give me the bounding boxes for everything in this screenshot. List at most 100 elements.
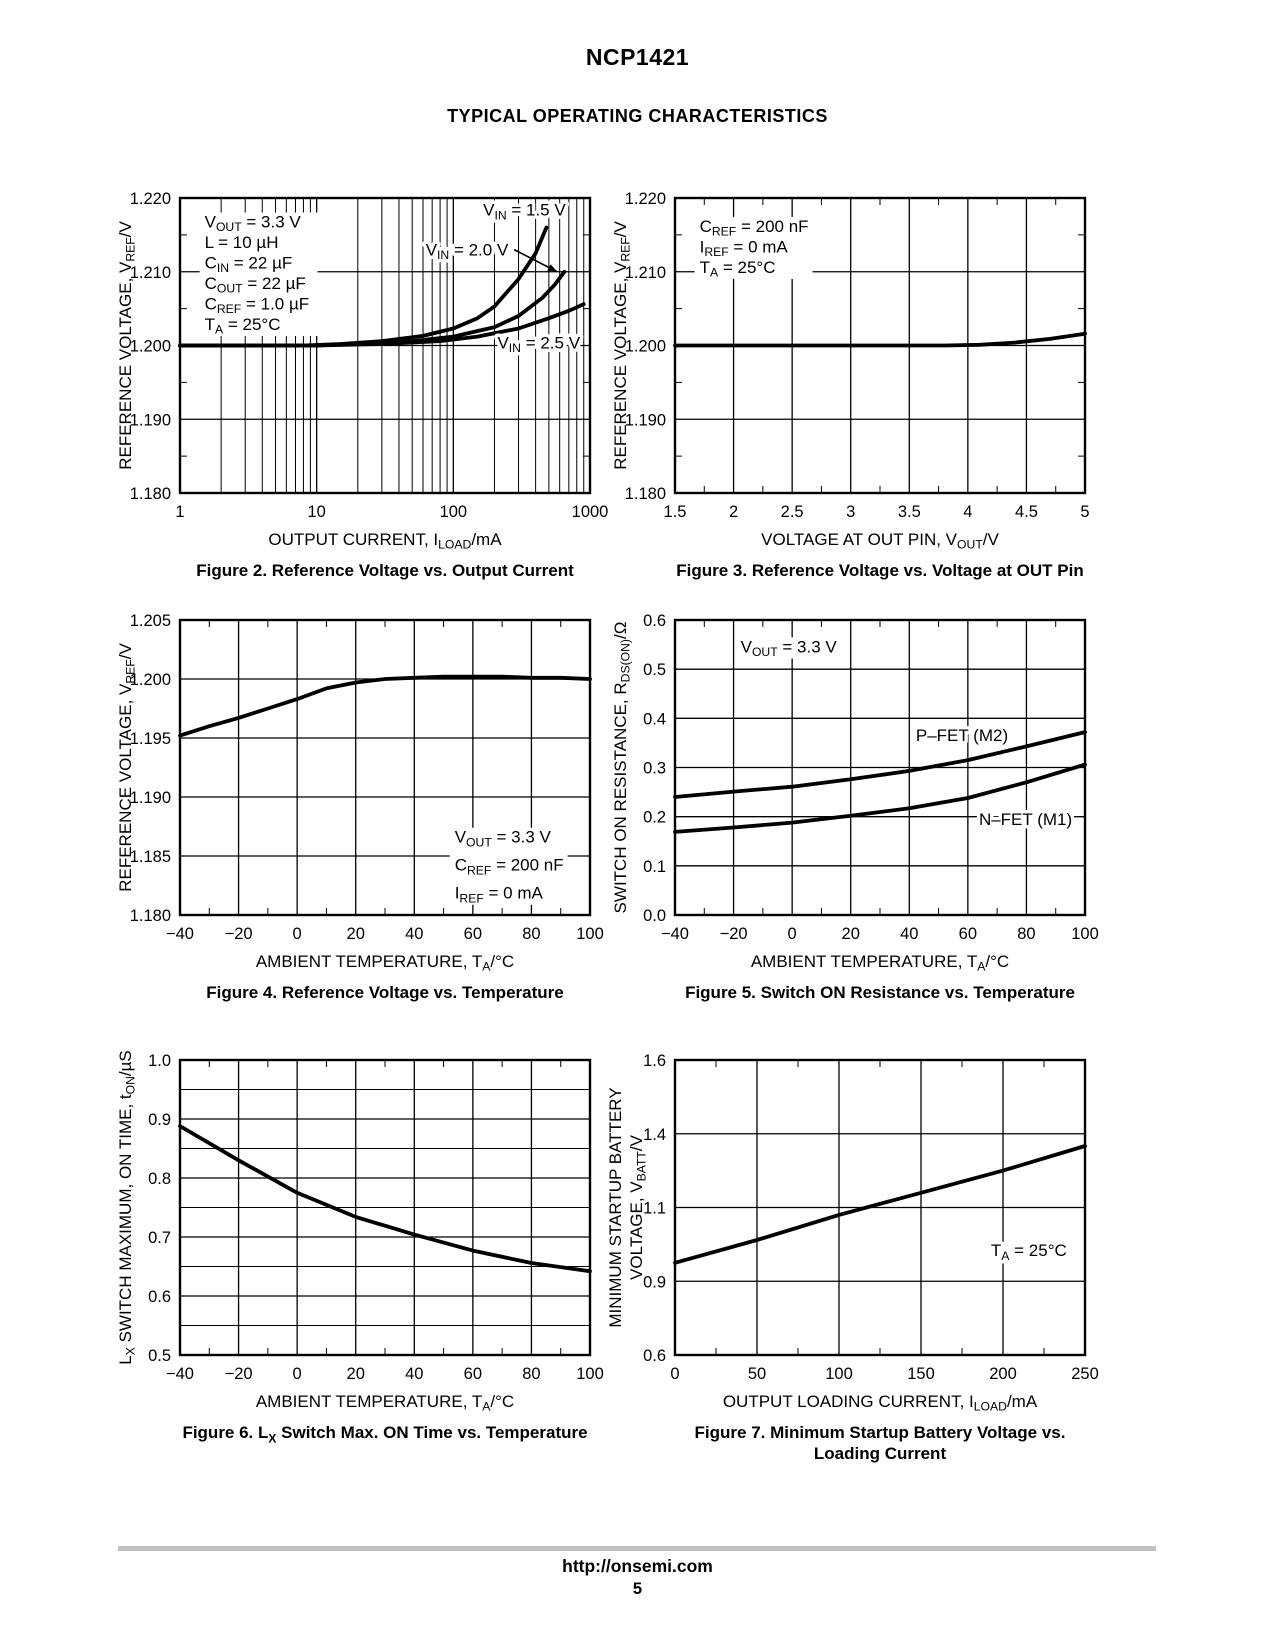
svg-text:0.6: 0.6 [643, 612, 666, 630]
svg-text:SWITCH ON RESISTANCE, RDS(ON)/: SWITCH ON RESISTANCE, RDS(ON)/Ω [611, 622, 633, 914]
svg-text:200: 200 [989, 1365, 1017, 1383]
svg-text:VIN = 1.5 V: VIN = 1.5 V [483, 201, 566, 223]
svg-text:VIN = 2.5 V: VIN = 2.5 V [497, 333, 580, 355]
doc-title: NCP1421 [585, 44, 690, 70]
svg-text:5: 5 [1080, 503, 1089, 521]
svg-text:80: 80 [522, 925, 540, 943]
svg-text:−40: −40 [166, 1365, 194, 1383]
footer-link[interactable]: http://onsemi.com [562, 1556, 713, 1576]
svg-text:0.7: 0.7 [148, 1229, 171, 1247]
svg-text:40: 40 [405, 925, 423, 943]
svg-text:VOUT = 3.3 V: VOUT = 3.3 V [205, 213, 302, 235]
svg-text:100: 100 [1071, 925, 1099, 943]
svg-text:1.200: 1.200 [625, 338, 666, 356]
svg-text:−20: −20 [225, 1365, 253, 1383]
svg-text:TA = 25°C: TA = 25°C [991, 1241, 1067, 1263]
y-axis: 1.180 1.185 1.190 1.195 1.200 1.205 REFERENCE … [116, 612, 171, 925]
plot-border [673, 1058, 1087, 1357]
y-axis: 0.0 0.1 0.2 0.3 0.4 0.5 0.6 SWITCH ON RESISTANC… [611, 612, 666, 925]
svg-text:−40: −40 [166, 925, 194, 943]
series-curves [673, 1144, 1087, 1265]
svg-text:20: 20 [842, 925, 860, 943]
svg-text:2: 2 [729, 503, 738, 521]
svg-text:1.190: 1.190 [625, 411, 666, 429]
svg-text:0.8: 0.8 [148, 1170, 171, 1188]
plot-grid [180, 1060, 590, 1355]
figure-5-caption: Figure 5. Switch ON Resistance vs. Tempe… [685, 983, 1075, 1002]
y-axis: 0.5 0.6 0.7 0.8 0.9 1.0 LX SWITCH MAXIMUM, ON … [116, 1050, 171, 1365]
figure-6-svg: −40 −20 0 20 40 60 80 100 AMBIENT TEMPERATURE, T… [116, 1050, 604, 1414]
svg-text:OUTPUT LOADING CURRENT, ILOAD/: OUTPUT LOADING CURRENT, ILOAD/mA [723, 1392, 1038, 1414]
plot-border [673, 618, 1087, 917]
svg-text:P–FET (M2): P–FET (M2) [916, 726, 1008, 745]
svg-text:0.2: 0.2 [643, 809, 666, 827]
x-axis: −40 −20 0 20 40 60 80 100 AMBIENT TEMPERATURE, T… [661, 925, 1099, 974]
svg-text:150: 150 [907, 1365, 935, 1383]
svg-text:80: 80 [1017, 925, 1035, 943]
svg-text:1.205: 1.205 [130, 612, 171, 630]
svg-text:1.4: 1.4 [643, 1126, 666, 1144]
plot-border [178, 196, 592, 495]
svg-text:0.3: 0.3 [643, 760, 666, 778]
svg-text:1.200: 1.200 [130, 671, 171, 689]
x-axis: −40 −20 0 20 40 60 80 100 AMBIENT TEMPERATURE, T… [166, 1365, 604, 1414]
svg-text:COUT = 22 µF: COUT = 22 µF [205, 274, 306, 296]
curve-labels: VIN = 1.5 V VIN = 2.0 V VIN = 2.5 V [422, 197, 584, 358]
series-p-fet-m2- [673, 730, 1087, 799]
svg-text:0: 0 [293, 925, 302, 943]
series-vbatt-min [673, 1144, 1087, 1265]
x-axis: 1 10 100 1000 OUTPUT CURRENT, ILOAD/mA [175, 503, 608, 552]
svg-text:3: 3 [846, 503, 855, 521]
plot-border [673, 196, 1087, 495]
section-title: TYPICAL OPERATING CHARACTERISTICS [447, 106, 828, 126]
svg-text:OUTPUT CURRENT, ILOAD/mA: OUTPUT CURRENT, ILOAD/mA [268, 530, 502, 552]
figure-4-block: VOUT = 3.3 V CREF = 200 nF IREF = 0 mA −40−… [112, 608, 617, 1003]
svg-text:1.210: 1.210 [625, 264, 666, 282]
svg-text:VOLTAGE AT OUT PIN, VOUT/V: VOLTAGE AT OUT PIN, VOUT/V [761, 530, 999, 552]
svg-text:0.6: 0.6 [148, 1288, 171, 1306]
y-axis: 1.180 1.190 1.200 1.210 1.220 REFERENCE VOLTA… [116, 190, 171, 503]
svg-text:100: 100 [440, 503, 468, 521]
svg-text:1000: 1000 [572, 503, 609, 521]
figure-7-chart: TA = 25°C 0 50 100 150 200 250 OUTPUT LOADING C… [606, 1048, 1112, 1420]
svg-text:−20: −20 [225, 925, 253, 943]
svg-text:VOUT = 3.3 V: VOUT = 3.3 V [741, 637, 838, 659]
plot-grid [180, 620, 590, 915]
svg-text:MINIMUM STARTUP BATTERY: MINIMUM STARTUP BATTERY [607, 1087, 625, 1327]
figure-4-chart: VOUT = 3.3 V CREF = 200 nF IREF = 0 mA −40−… [112, 608, 617, 980]
svg-text:VOUT = 3.3 V: VOUT = 3.3 V [455, 828, 552, 850]
figure-3-block: CREF = 200 nF IREF = 0 mA TA = 25°C 1.5 2 2.5… [607, 186, 1112, 581]
figure-5-svg: VOUT = 3.3 V P–FET (M2) N–FET (M1) −40 −20 0 2… [611, 612, 1099, 974]
svg-text:0.6: 0.6 [643, 1347, 666, 1365]
svg-text:1.185: 1.185 [130, 848, 171, 866]
figure-7-svg: TA = 25°C 0 50 100 150 200 250 OUTPUT LOADING C… [606, 1052, 1099, 1414]
svg-text:0.9: 0.9 [643, 1273, 666, 1291]
svg-text:REFERENCE VOLTAGE, VREF/V: REFERENCE VOLTAGE, VREF/V [116, 643, 138, 892]
svg-text:1.195: 1.195 [130, 730, 171, 748]
svg-text:1.190: 1.190 [130, 789, 171, 807]
svg-text:1: 1 [175, 503, 184, 521]
svg-text:CREF = 1.0 µF: CREF = 1.0 µF [205, 295, 310, 317]
svg-text:0.9: 0.9 [148, 1111, 171, 1129]
svg-text:VIN = 2.0 V: VIN = 2.0 V [426, 241, 509, 263]
svg-text:1.180: 1.180 [625, 485, 666, 503]
svg-text:0: 0 [670, 1365, 679, 1383]
figure-3-caption: Figure 3. Reference Voltage vs. Voltage … [676, 561, 1084, 580]
svg-text:L = 10 µH: L = 10 µH [205, 233, 279, 252]
figure-3-chart: CREF = 200 nF IREF = 0 mA TA = 25°C 1.5 2 2.5… [607, 186, 1112, 558]
svg-text:CIN = 22 µF: CIN = 22 µF [205, 254, 293, 276]
svg-text:N–FET (M1): N–FET (M1) [979, 810, 1072, 829]
svg-text:−20: −20 [720, 925, 748, 943]
svg-text:250: 250 [1071, 1365, 1099, 1383]
svg-text:0: 0 [788, 925, 797, 943]
svg-text:IREF = 0 mA: IREF = 0 mA [455, 884, 544, 906]
page-number: 5 [632, 1580, 643, 1598]
svg-text:AMBIENT TEMPERATURE, TA/°C: AMBIENT TEMPERATURE, TA/°C [256, 1392, 514, 1414]
svg-text:0.5: 0.5 [148, 1347, 171, 1365]
svg-text:100: 100 [576, 1365, 604, 1383]
figure-5-block: VOUT = 3.3 V P–FET (M2) N–FET (M1) −40 −20 0 2… [607, 608, 1112, 1003]
